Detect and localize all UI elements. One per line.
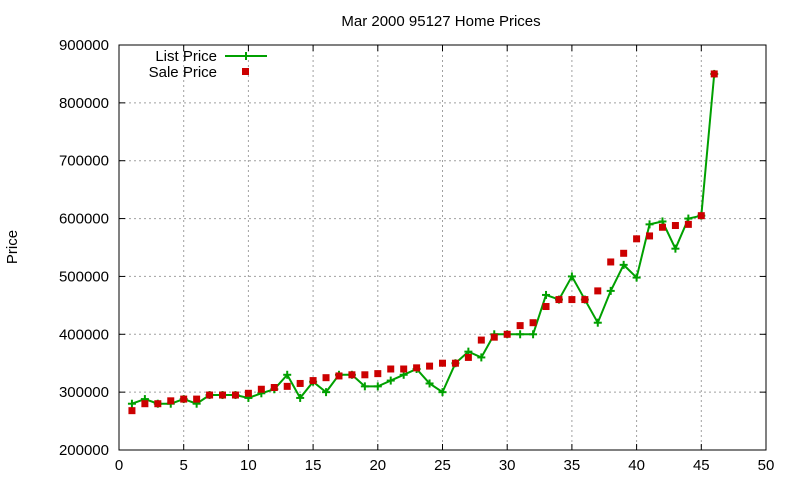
y-tick-label: 900000 — [59, 37, 109, 54]
series — [127, 69, 719, 415]
sale-price-point — [646, 232, 654, 240]
x-tick-label: 0 — [115, 457, 123, 474]
sale-price-point — [206, 391, 214, 399]
legend-label-list-price: List Price — [155, 48, 217, 65]
sale-price-point — [439, 359, 446, 367]
sale-price-point — [374, 370, 382, 378]
y-tick-label: 700000 — [59, 153, 109, 170]
list-price-point — [127, 399, 136, 408]
sale-price-point — [581, 296, 589, 304]
chart-title: Mar 2000 95127 Home Prices — [341, 13, 540, 30]
sale-price-point — [219, 391, 227, 399]
legend-marker-sale-price — [242, 68, 249, 75]
list-price-point — [438, 388, 447, 397]
x-tick-label: 20 — [369, 457, 386, 474]
list-price-point — [529, 330, 538, 339]
list-price-point — [606, 286, 615, 295]
sale-price-point — [180, 395, 188, 403]
list-price-point — [373, 382, 382, 391]
sale-price-point — [529, 319, 537, 327]
list-price-point — [296, 393, 305, 402]
list-price-point — [671, 244, 680, 253]
sale-price-point — [335, 372, 343, 380]
sale-price-point — [296, 379, 304, 387]
list-price-point — [632, 273, 641, 282]
axis-ticks: 0 5 10 15 20 25 30 35 40 45 50 200000 300000 400000 50… — [59, 37, 774, 474]
sale-price-point — [710, 70, 718, 78]
list-price-point — [425, 379, 434, 388]
sale-price-point — [542, 303, 550, 311]
x-tick-label: 40 — [628, 457, 645, 474]
sale-price-point — [594, 287, 602, 295]
list-price-point — [477, 353, 486, 362]
sale-price-point — [387, 365, 395, 373]
sale-price-point — [128, 407, 136, 415]
y-tick-label: 600000 — [59, 211, 109, 228]
list-price-point — [386, 376, 395, 385]
x-tick-label: 15 — [305, 457, 322, 474]
legend-marker-list-price — [242, 52, 250, 60]
sale-price-point — [167, 397, 175, 405]
sale-price-point — [322, 374, 330, 382]
list-price-point — [645, 220, 654, 229]
sale-price-point — [684, 220, 692, 228]
y-tick-label: 300000 — [59, 384, 109, 401]
sale-price-point — [555, 296, 563, 304]
list-price-point — [283, 370, 292, 379]
list-price-point — [322, 388, 331, 397]
y-tick-label: 200000 — [59, 442, 109, 459]
x-tick-label: 45 — [693, 457, 710, 474]
list-price-line — [131, 73, 716, 405]
sale-price-point — [633, 235, 641, 243]
y-tick-label: 400000 — [59, 326, 109, 343]
sale-price-point — [671, 222, 679, 230]
x-tick-label: 5 — [180, 457, 188, 474]
list-price-point — [360, 382, 369, 391]
x-tick-label: 10 — [240, 457, 257, 474]
sale-price-point — [620, 249, 628, 257]
sale-price-point — [154, 400, 162, 408]
y-tick-label: 500000 — [59, 268, 109, 285]
x-tick-label: 30 — [499, 457, 516, 474]
x-tick-label: 50 — [758, 457, 775, 474]
sale-price-point — [477, 336, 485, 344]
sale-price-point — [361, 371, 369, 379]
list-price-point — [619, 260, 628, 269]
sale-price-point — [697, 212, 705, 220]
sale-price-point — [348, 371, 356, 379]
list-price-point — [542, 290, 551, 299]
sale-price-point — [141, 400, 149, 408]
legend: List Price Sale Price — [149, 48, 267, 81]
sale-price-point — [257, 385, 265, 393]
sale-price-point — [568, 296, 576, 304]
sale-price-point — [231, 391, 239, 399]
sale-price-point — [413, 364, 421, 372]
sale-price-point — [516, 322, 524, 330]
x-tick-label: 25 — [434, 457, 451, 474]
sale-price-point — [244, 389, 252, 397]
sale-price-point — [426, 362, 434, 370]
list-price-point — [516, 330, 525, 339]
sale-price-point — [309, 377, 317, 385]
sale-price-point — [464, 353, 472, 361]
sale-price-point — [503, 330, 511, 338]
sale-price-point — [658, 223, 666, 231]
list-price-point — [567, 272, 576, 281]
sale-price-point — [451, 359, 459, 367]
x-tick-label: 35 — [564, 457, 581, 474]
sale-price-point — [270, 384, 278, 392]
list-price-point — [593, 318, 602, 327]
legend-label-sale-price: Sale Price — [149, 64, 217, 81]
y-axis-label: Price — [4, 230, 21, 264]
sale-price-point — [490, 333, 498, 341]
y-tick-label: 800000 — [59, 95, 109, 112]
sale-price-point — [400, 365, 408, 373]
sale-price-point — [283, 382, 291, 390]
sale-price-point — [193, 395, 201, 403]
sale-price-point — [607, 258, 615, 266]
